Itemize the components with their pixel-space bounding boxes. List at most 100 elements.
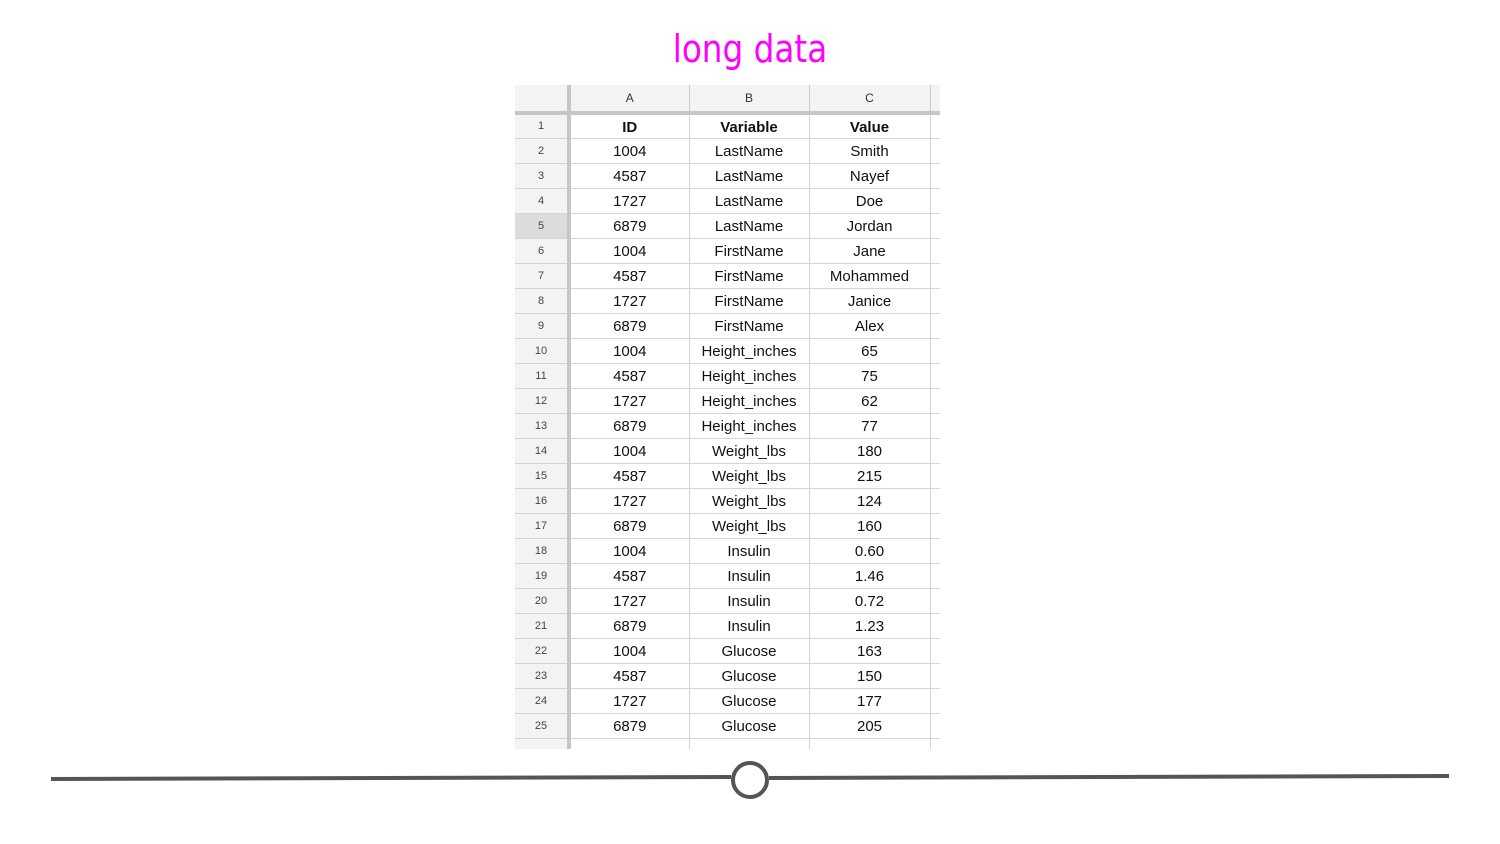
row-header: 21 — [515, 613, 571, 639]
table-cell: 1727 — [569, 688, 690, 714]
partial-cell-d — [930, 263, 940, 289]
row-header: 5 — [515, 213, 571, 239]
slide-title: long data — [672, 27, 828, 71]
table-cell: Glucose — [689, 688, 810, 714]
table-cell: Insulin — [689, 613, 810, 639]
row-header — [515, 738, 571, 749]
table-cell: 75 — [809, 363, 931, 389]
table-row: 20 1727 Insulin 0.72 — [515, 588, 940, 614]
table-row: 3 4587 LastName Nayef — [515, 163, 940, 189]
table-cell: FirstName — [689, 263, 810, 289]
table-cell: 1727 — [569, 488, 690, 514]
table-cell — [689, 738, 810, 749]
table-cell: 1727 — [569, 588, 690, 614]
table-cell: 6879 — [569, 613, 690, 639]
row-header: 2 — [515, 138, 571, 164]
table-cell: 62 — [809, 388, 931, 414]
row-header: 19 — [515, 563, 571, 589]
partial-cell-d — [930, 588, 940, 614]
timeline-line-left — [50, 775, 732, 781]
table-cell: 0.72 — [809, 588, 931, 614]
table-cell: 6879 — [569, 413, 690, 439]
table-cell: Height_inches — [689, 413, 810, 439]
table-cell: Jordan — [809, 213, 931, 239]
table-cell: Height_inches — [689, 388, 810, 414]
partial-cell-d — [930, 488, 940, 514]
table-cell: 1004 — [569, 338, 690, 364]
partial-cell-d — [930, 213, 940, 239]
row-header: 15 — [515, 463, 571, 489]
partial-cell-d — [930, 738, 940, 749]
row-header: 16 — [515, 488, 571, 514]
table-cell: Insulin — [689, 563, 810, 589]
spreadsheet-screenshot: A B C 1 ID Variable Value 2 1004 LastName Smith… — [515, 85, 940, 749]
partial-cell-d — [930, 313, 940, 339]
timeline-position-marker — [731, 761, 769, 799]
partial-cell-d — [930, 238, 940, 264]
table-cell: Nayef — [809, 163, 931, 189]
header-cell: Variable — [689, 113, 810, 139]
table-cell: 1004 — [569, 138, 690, 164]
row-header: 6 — [515, 238, 571, 264]
table-row: 8 1727 FirstName Janice — [515, 288, 940, 314]
table-cell — [809, 738, 931, 749]
table-row: 17 6879 Weight_lbs 160 — [515, 513, 940, 539]
row-header: 18 — [515, 538, 571, 564]
table-cell: Doe — [809, 188, 931, 214]
table-cell: Mohammed — [809, 263, 931, 289]
partial-cell-d — [930, 538, 940, 564]
table-cell: Insulin — [689, 588, 810, 614]
row-header: 3 — [515, 163, 571, 189]
partial-cell-d — [930, 563, 940, 589]
table-row: 19 4587 Insulin 1.46 — [515, 563, 940, 589]
partial-cell-d — [930, 113, 940, 139]
table-cell: Alex — [809, 313, 931, 339]
table-cell: 4587 — [569, 563, 690, 589]
partial-cell-d — [930, 713, 940, 739]
table-cell: 6879 — [569, 313, 690, 339]
row-header: 13 — [515, 413, 571, 439]
table-row: 4 1727 LastName Doe — [515, 188, 940, 214]
table-cell: Janice — [809, 288, 931, 314]
partial-cell-d — [930, 288, 940, 314]
table-cell: 77 — [809, 413, 931, 439]
select-all-corner — [515, 85, 571, 115]
table-cell: 1727 — [569, 188, 690, 214]
partial-cell-d — [930, 388, 940, 414]
partial-cell-d — [930, 638, 940, 664]
table-row: 11 4587 Height_inches 75 — [515, 363, 940, 389]
row-header: 11 — [515, 363, 571, 389]
table-cell: FirstName — [689, 313, 810, 339]
table-row: 18 1004 Insulin 0.60 — [515, 538, 940, 564]
partial-cell-d — [930, 513, 940, 539]
sheet-body: 1 ID Variable Value 2 1004 LastName Smith 3 4587 L… — [515, 113, 940, 749]
row-header: 10 — [515, 338, 571, 364]
table-cell: Height_inches — [689, 363, 810, 389]
table-row: 2 1004 LastName Smith — [515, 138, 940, 164]
row-header: 8 — [515, 288, 571, 314]
partial-cell-d — [930, 438, 940, 464]
table-row: 1 ID Variable Value — [515, 113, 940, 139]
table-cell: 1004 — [569, 438, 690, 464]
row-header: 24 — [515, 688, 571, 714]
partial-cell-d — [930, 363, 940, 389]
row-header: 25 — [515, 713, 571, 739]
table-row: 13 6879 Height_inches 77 — [515, 413, 940, 439]
table-row: 5 6879 LastName Jordan — [515, 213, 940, 239]
table-cell: Weight_lbs — [689, 463, 810, 489]
table-row: 9 6879 FirstName Alex — [515, 313, 940, 339]
row-header: 4 — [515, 188, 571, 214]
table-cell: LastName — [689, 188, 810, 214]
table-cell: 205 — [809, 713, 931, 739]
table-cell: Weight_lbs — [689, 513, 810, 539]
table-row: 25 6879 Glucose 205 — [515, 713, 940, 739]
table-cell: 1727 — [569, 288, 690, 314]
table-cell: 4587 — [569, 263, 690, 289]
table-cell: 215 — [809, 463, 931, 489]
column-header-a: A — [569, 85, 690, 115]
table-cell: 6879 — [569, 713, 690, 739]
column-header-d-partial — [930, 85, 940, 115]
table-row: 12 1727 Height_inches 62 — [515, 388, 940, 414]
row-header: 20 — [515, 588, 571, 614]
row-header: 7 — [515, 263, 571, 289]
